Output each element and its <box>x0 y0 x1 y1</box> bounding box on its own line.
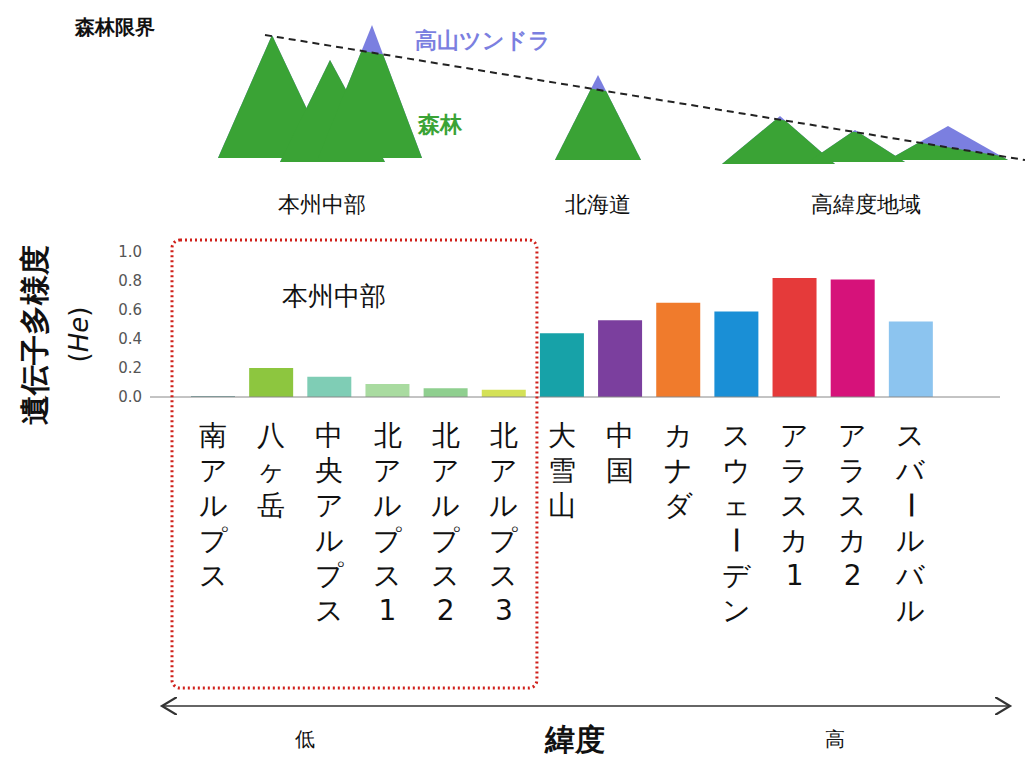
svg-text:ル: ル <box>896 594 925 627</box>
svg-text:ス: ス <box>896 419 925 452</box>
svg-text:0.8: 0.8 <box>118 272 142 290</box>
svg-text:デ: デ <box>722 559 752 592</box>
svg-text:北: 北 <box>490 419 518 452</box>
svg-text:ス: ス <box>489 559 518 592</box>
svg-text:緯度: 緯度 <box>544 722 605 757</box>
svg-text:1: 1 <box>786 559 804 592</box>
svg-text:ス: ス <box>199 559 228 592</box>
svg-text:大: 大 <box>548 419 576 452</box>
svg-text:バ: バ <box>895 559 925 592</box>
svg-text:プ: プ <box>315 559 344 592</box>
svg-text:カ: カ <box>664 419 693 452</box>
svg-text:高山ツンドラ: 高山ツンドラ <box>415 28 551 53</box>
svg-text:1.0: 1.0 <box>118 243 142 261</box>
svg-text:国: 国 <box>606 454 634 487</box>
svg-text:ウ: ウ <box>722 454 751 487</box>
svg-text:南: 南 <box>199 419 227 452</box>
svg-text:ン: ン <box>722 594 751 627</box>
svg-text:0.0: 0.0 <box>118 388 142 406</box>
svg-text:北: 北 <box>432 419 460 452</box>
svg-text:ー: ー <box>719 526 752 554</box>
svg-text:本州中部: 本州中部 <box>278 192 366 217</box>
svg-text:八: 八 <box>257 419 285 452</box>
svg-text:ル: ル <box>199 489 228 522</box>
svg-text:森林: 森林 <box>417 112 463 137</box>
svg-text:央: 央 <box>315 454 343 487</box>
svg-text:ル: ル <box>373 489 402 522</box>
svg-text:遺伝子多様度: 遺伝子多様度 <box>17 245 52 425</box>
svg-text:ス: ス <box>838 489 867 522</box>
svg-text:ル: ル <box>315 524 344 557</box>
svg-text:岳: 岳 <box>257 489 285 522</box>
svg-text:本州中部: 本州中部 <box>282 281 386 311</box>
svg-text:中: 中 <box>315 419 343 452</box>
svg-text:ダ: ダ <box>664 489 693 522</box>
svg-text:カ: カ <box>780 524 809 557</box>
svg-text:ス: ス <box>431 559 460 592</box>
svg-text:ア: ア <box>838 419 867 452</box>
svg-text:2: 2 <box>844 559 862 592</box>
svg-text:1: 1 <box>379 594 397 627</box>
svg-text:ル: ル <box>431 489 460 522</box>
svg-text:プ: プ <box>199 524 228 557</box>
svg-text:雪: 雪 <box>548 454 576 487</box>
svg-text:ェ: ェ <box>722 489 751 522</box>
svg-text:北海道: 北海道 <box>565 192 631 217</box>
svg-text:ア: ア <box>431 454 460 487</box>
svg-text:ス: ス <box>315 594 344 627</box>
svg-text:北: 北 <box>374 419 402 452</box>
svg-text:高: 高 <box>825 727 845 751</box>
svg-text:プ: プ <box>431 524 460 557</box>
svg-text:ス: ス <box>780 489 809 522</box>
svg-text:ア: ア <box>780 419 809 452</box>
svg-text:プ: プ <box>373 524 402 557</box>
svg-text:0.6: 0.6 <box>118 301 142 319</box>
svg-text:森林限界: 森林限界 <box>74 15 155 39</box>
svg-text:ヶ: ヶ <box>257 454 286 487</box>
svg-text:プ: プ <box>489 524 518 557</box>
svg-text:0.2: 0.2 <box>118 359 142 377</box>
svg-text:(He): (He) <box>64 307 94 363</box>
svg-text:低: 低 <box>295 727 315 751</box>
svg-text:0.4: 0.4 <box>118 330 142 348</box>
svg-text:ル: ル <box>489 489 518 522</box>
svg-text:ル: ル <box>896 524 925 557</box>
svg-text:ア: ア <box>315 489 344 522</box>
svg-text:バ: バ <box>895 454 925 487</box>
svg-text:ー: ー <box>894 491 927 519</box>
svg-text:高緯度地域: 高緯度地域 <box>811 192 921 217</box>
svg-text:ナ: ナ <box>664 454 693 487</box>
svg-text:山: 山 <box>548 489 576 522</box>
svg-text:3: 3 <box>495 594 513 627</box>
svg-text:ラ: ラ <box>780 454 809 487</box>
svg-text:ア: ア <box>489 454 518 487</box>
svg-text:カ: カ <box>838 524 867 557</box>
svg-text:ス: ス <box>373 559 402 592</box>
svg-text:ス: ス <box>722 419 751 452</box>
svg-text:中: 中 <box>606 419 634 452</box>
svg-text:ア: ア <box>199 454 228 487</box>
svg-text:ア: ア <box>373 454 402 487</box>
svg-text:2: 2 <box>437 594 455 627</box>
svg-text:ラ: ラ <box>838 454 867 487</box>
